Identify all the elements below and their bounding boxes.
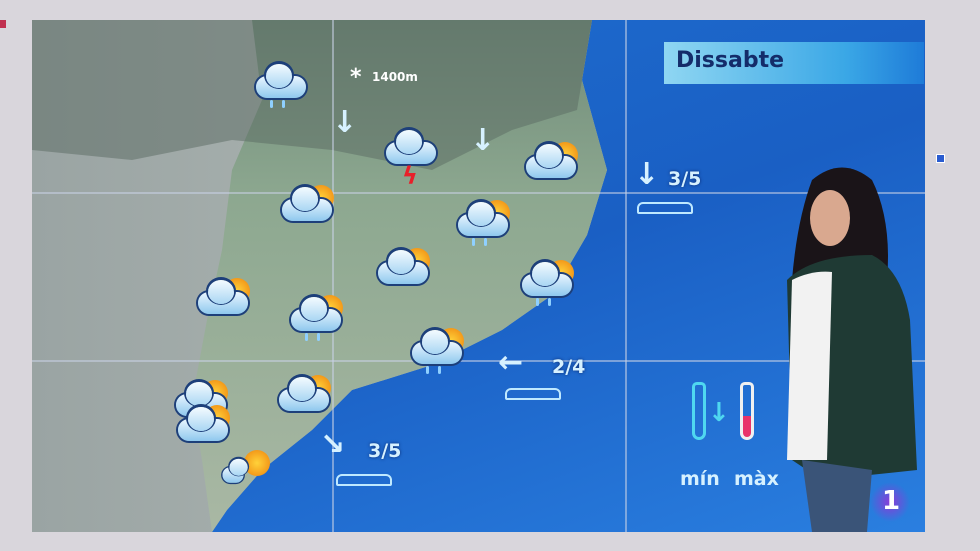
cloud-rain-icon [252,62,312,108]
snow-marker-icon: * [350,65,362,90]
cloud-sun-rain-icon [454,200,514,246]
day-title: Dissabte [676,48,785,73]
thermometer-min-icon [692,382,706,440]
cloud-sun-icon [374,248,434,292]
sea-state-value: 3/5 [668,168,702,190]
cloud-sun-icon [522,142,582,186]
sea-state-value: 3/5 [368,440,402,462]
cloud-sun-icon [194,278,254,322]
edge-marker [0,20,6,28]
cloud-sun-icon [278,185,338,229]
thermometer-max-icon [740,382,754,440]
legend-max-label: màx [734,468,779,490]
down-arrow-icon: ↓ [634,157,660,192]
channel-logo: 1 [870,482,910,522]
sun-cloud-small-icon [214,450,274,494]
down-right-arrow-icon: ↘ [320,427,346,462]
wave-icon [637,202,693,214]
sea-state-value: 2/4 [552,356,586,378]
left-arrow-icon: ← [498,345,524,380]
wave-icon [336,474,392,486]
cloud-sun-rain-icon [408,328,468,374]
cloud-sun-rain-icon [287,295,347,341]
wind-down-arrow-icon: ↓ [470,123,496,158]
weather-map-screen: ϟ * 1400m ↓ ↓ ↓ 3/5 ← 2/4 ↘ 3/5 Dissabte… [32,20,925,532]
presenter [787,167,917,532]
video-wall-seam [32,192,925,194]
cloud-sun-icon [275,375,335,419]
indicator-light [936,154,945,163]
cloud-sun-icon [174,405,234,449]
cloud-sun-rain-icon [518,260,578,306]
wave-icon [505,388,561,400]
cloud-storm-icon: ϟ [382,128,442,190]
altitude-label: 1400m [372,70,418,84]
video-wall-seam [625,20,627,532]
day-title-banner: Dissabte [664,42,924,84]
wind-down-arrow-icon: ↓ [332,105,358,140]
video-wall-seam [32,360,925,362]
legend-min-label: mín [680,468,720,490]
down-arrow-icon: ↓ [708,398,730,428]
video-wall-seam [332,20,334,532]
